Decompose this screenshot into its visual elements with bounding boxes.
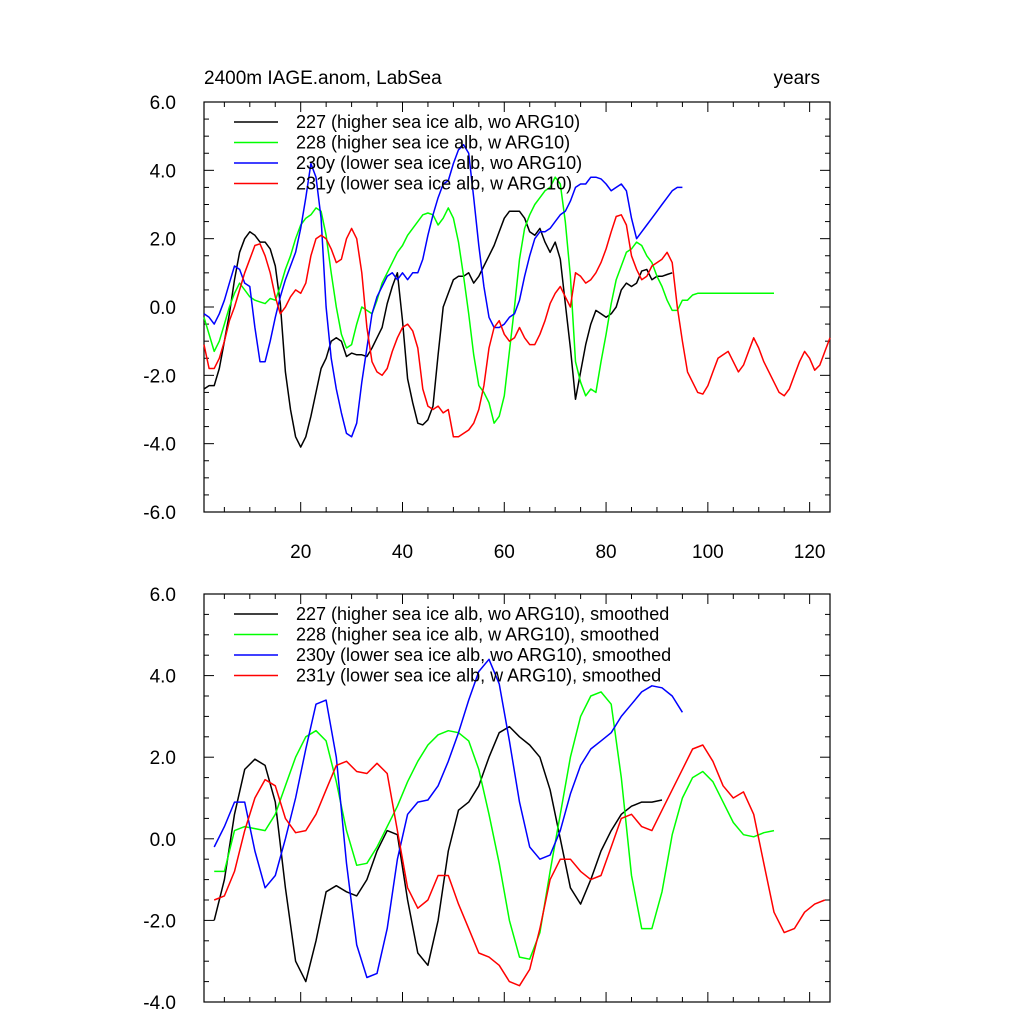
bottom-panel: -4.0 -2.0 0.0 2.0 4.0 6.0 227 (higher sea ice … [143,585,831,1014]
top-panel: 20 40 60 80 100 120 -6.0 -4.0 -2.0 0.0 2.0 4.0 6.0 22… [143,93,831,563]
y-tick-label: -6.0 [143,503,176,524]
legend-label-2: 230y (lower sea ice alb, wo ARG10), smoo… [296,645,671,665]
x-tick-label: 40 [392,542,413,563]
x-tick-label: 120 [794,542,826,563]
x-tick-label: 100 [692,542,724,563]
series-line-3 [203,214,831,438]
y-tick-label: -4.0 [143,435,176,456]
series-line-2 [213,658,684,979]
series-line-1 [214,691,775,960]
legend-label-0: 227 (higher sea ice alb, wo ARG10), smoo… [296,604,669,624]
x-units-label: years [774,68,820,89]
legend-label-3: 231y (lower sea ice alb, w ARG10) [296,174,572,194]
y-tick-label: 2.0 [150,748,176,769]
legend-label-1: 228 (higher sea ice alb, w ARG10) [296,133,570,153]
y-tick-label: 4.0 [150,667,176,688]
legend-label-0: 227 (higher sea ice alb, wo ARG10) [296,112,580,132]
x-tick-label: 80 [595,542,616,563]
x-tick-label: 60 [494,542,515,563]
series-line-0 [213,725,663,983]
y-tick-label: 0.0 [150,298,176,319]
y-tick-label: 6.0 [150,93,176,114]
y-tick-label: -2.0 [143,911,176,932]
series-line-3 [213,744,826,987]
series-line-0 [203,210,673,448]
x-tick-label: 20 [290,542,311,563]
y-tick-label: 0.0 [150,830,176,851]
legend-label-1: 228 (higher sea ice alb, w ARG10), smoot… [296,625,659,645]
y-tick-label: -4.0 [143,993,176,1014]
series-line-2 [203,143,683,438]
y-tick-label: 4.0 [150,161,176,182]
y-tick-label: -2.0 [143,366,176,387]
y-tick-label: 6.0 [150,585,176,606]
legend-label-3: 231y (lower sea ice alb, w ARG10), smoot… [296,666,661,686]
y-tick-label: 2.0 [150,230,176,251]
legend-label-2: 230y (lower sea ice alb, wo ARG10) [296,153,582,173]
series-line-1 [203,176,774,424]
chart-title: 2400m IAGE.anom, LabSea [204,68,442,89]
